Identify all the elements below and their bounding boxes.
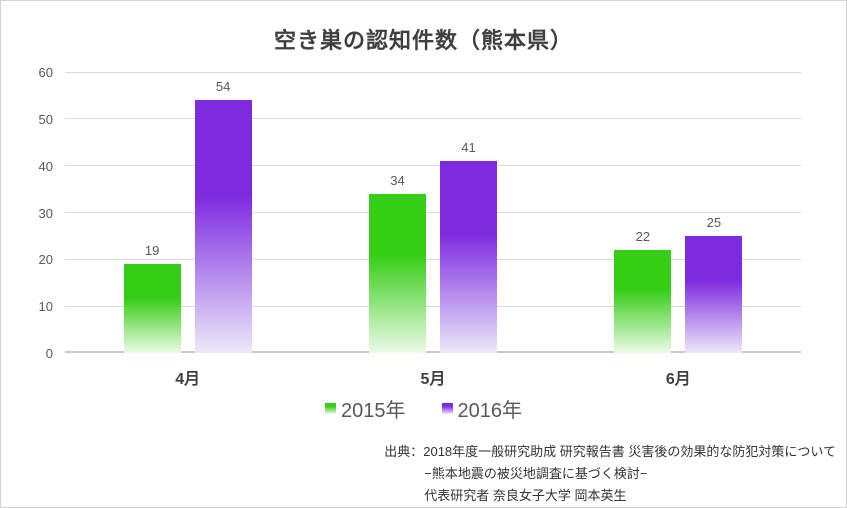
source-note: 出典：2018年度一般研究助成 研究報告書 災害後の効果的な防犯対策について −…	[384, 441, 836, 507]
legend-item-2015: 2015年	[325, 399, 406, 423]
legend-item-2016: 2016年	[441, 399, 523, 423]
source-line-1: 出典：2018年度一般研究助成 研究報告書 災害後の効果的な防犯対策について	[384, 444, 836, 459]
legend: 2015年 2016年	[1, 399, 846, 423]
value-label-2016年-6月: 25	[706, 214, 722, 230]
gridline	[65, 165, 801, 167]
legend-swatch-2015-icon	[325, 403, 336, 414]
y-tick-label: 10	[38, 299, 53, 315]
value-label-2015年-4月: 19	[144, 243, 160, 259]
chart-title: 空き巣の認知件数（熊本県）	[273, 28, 573, 53]
legend-label-2015: 2015年	[341, 400, 406, 422]
source-line-3: 代表研究者 奈良女子大学 岡本英生	[424, 488, 627, 503]
y-tick-label: 40	[38, 158, 53, 174]
y-tick-label: 50	[38, 111, 53, 127]
bar-2015年-5月	[369, 193, 426, 353]
x-tick-label-6月: 6月	[665, 371, 691, 388]
y-tick-label: 0	[45, 346, 53, 361]
gridline	[65, 118, 801, 120]
source-line-2: −熊本地震の被災地調査に基づく検討−	[424, 466, 648, 481]
plot-area: 19 54 34 41 22 25	[65, 71, 801, 353]
value-label-2015年-5月: 34	[390, 172, 405, 188]
bar-2015年-4月	[123, 264, 181, 353]
y-tick-label: 20	[38, 252, 53, 268]
bar-2016年-6月	[685, 235, 743, 353]
x-tick-label-4月: 4月	[175, 371, 201, 388]
legend-swatch-2016-icon	[441, 403, 453, 414]
gridline	[65, 305, 801, 307]
bar-2016年-5月	[440, 160, 497, 353]
gridline	[65, 258, 801, 260]
gridline	[65, 212, 801, 213]
y-tick-label: 60	[38, 65, 53, 80]
y-axis: 0 10 20 30 40 50 60	[15, 65, 59, 361]
value-label-2015年-6月: 22	[635, 228, 651, 244]
legend-label-2016: 2016年	[457, 400, 523, 422]
gridline	[65, 71, 801, 73]
x-axis: 4月 5月 6月	[65, 365, 801, 389]
bar-2016年-4月	[194, 100, 252, 353]
x-axis-line	[65, 351, 801, 353]
value-label-2016年-4月: 54	[215, 79, 231, 95]
y-tick-label: 30	[38, 205, 53, 221]
x-tick-label-5月: 5月	[420, 371, 446, 388]
value-label-2016年-5月: 41	[461, 139, 476, 155]
bar-2015年-6月	[614, 249, 672, 353]
